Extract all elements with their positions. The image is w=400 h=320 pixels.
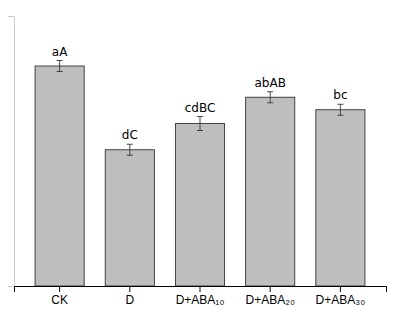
annotation: aA [52,45,68,59]
annotation: abAB [254,76,285,90]
marks [35,61,365,287]
x-tick-label: D [125,293,134,307]
x-tick-label: D+ABA₃₀ [316,293,366,307]
x-axis-line [15,287,387,293]
error-bar-cap [127,155,133,156]
x-tick: D [125,286,134,307]
error-bar-cap [197,116,203,117]
error-bar [57,61,63,72]
error-bar [197,117,203,131]
bar [316,110,365,286]
error-bar [267,92,273,103]
annotation: cdBC [185,101,216,115]
x-tick-label: D+ABA₁₀ [176,293,225,307]
x-tick-mark [270,286,271,292]
error-bar [337,104,343,115]
error-bar-stem [59,61,60,72]
error-bar-stem [129,144,130,155]
error-bar-cap [267,91,273,92]
x-tick-label: CK [51,293,68,307]
annotations: aA dC cdBC abAB bc [52,45,348,143]
y-axis [8,17,15,287]
error-bar-cap [57,60,63,61]
error-bar-stem [340,104,341,115]
x-axis: CK D D+ABA₁₀ D+ABA₂₀ D+ABA₃₀ [15,286,387,307]
annotation: bc [333,88,347,102]
chart: aA dC cdBC abAB bc CK D D+ABA₁₀ D+ABA₂₀ D+ABA₃₀ [0,0,400,320]
x-tick-mark [129,286,130,292]
x-tick-mark [59,286,60,292]
annotation: dC [122,128,138,142]
bar [246,97,295,286]
error-bar [127,144,133,155]
x-tick-label: D+ABA₂₀ [246,293,295,307]
x-tick: D+ABA₂₀ [246,286,295,307]
error-bar-cap [197,130,203,131]
error-bar-cap [267,102,273,103]
x-tick-mark [340,286,341,292]
bar [35,66,84,286]
bar [175,124,224,287]
x-tick: D+ABA₃₀ [316,286,366,307]
error-bar-stem [270,92,271,103]
error-bar-stem [200,117,201,131]
x-tick: D+ABA₁₀ [176,286,225,307]
error-bar-cap [337,104,343,105]
error-bar-cap [127,144,133,145]
error-bar-cap [57,71,63,72]
x-tick-mark [200,286,201,292]
bar [105,150,154,286]
error-bar-cap [337,115,343,116]
x-tick: CK [51,286,68,307]
plot: aA dC cdBC abAB bc CK D D+ABA₁₀ D+ABA₂₀ D+ABA₃₀ [8,17,387,307]
y-axis-line [8,17,15,287]
